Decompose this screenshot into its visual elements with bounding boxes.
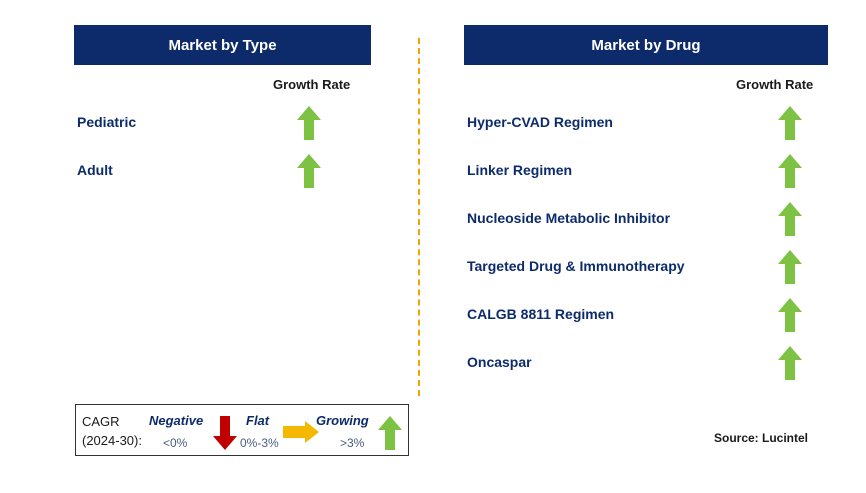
row-label: Linker Regimen — [467, 162, 573, 178]
type-growth-rate-header: Growth Rate — [273, 77, 351, 92]
row-label: CALGB 8811 Regimen — [467, 306, 615, 322]
row-label: Oncaspar — [467, 354, 532, 370]
legend-negative-range: <0% — [163, 436, 188, 450]
legend-title-line1: CAGR — [82, 414, 120, 429]
panel-divider — [418, 38, 420, 396]
row-label: Adult — [77, 162, 113, 178]
row-label: Nucleoside Metabolic Inhibitor — [467, 210, 671, 226]
growing-arrow-icon — [778, 106, 802, 140]
type-panel-title: Market by Type — [74, 25, 371, 65]
legend-negative-label: Negative — [149, 413, 204, 428]
row-label: Pediatric — [77, 114, 137, 130]
legend-negative-arrow-icon — [213, 416, 237, 450]
growing-arrow-icon — [778, 298, 802, 332]
source-note: Source: Lucintel — [714, 431, 809, 445]
row-label: Targeted Drug & Immunotherapy — [467, 258, 685, 274]
growing-arrow-icon — [778, 346, 802, 380]
cagr-legend: CAGR (2024-30): Negative <0% Flat 0%-3% … — [75, 404, 409, 456]
growing-arrow-icon — [778, 250, 802, 284]
row-label: Hyper-CVAD Regimen — [467, 114, 613, 130]
growing-arrow-icon — [297, 154, 321, 188]
legend-growing-label: Growing — [316, 413, 369, 428]
legend-growing-arrow-icon — [378, 416, 402, 450]
drug-growth-rate-header: Growth Rate — [736, 77, 814, 92]
drug-panel-title: Market by Drug — [464, 25, 828, 65]
growing-arrow-icon — [778, 154, 802, 188]
legend-flat-label: Flat — [246, 413, 270, 428]
legend-flat-range: 0%-3% — [240, 436, 279, 450]
growing-arrow-icon — [778, 202, 802, 236]
legend-title-line2: (2024-30): — [82, 433, 142, 448]
legend-flat-arrow-icon — [283, 421, 319, 443]
growing-arrow-icon — [297, 106, 321, 140]
legend-growing-range: >3% — [340, 436, 365, 450]
